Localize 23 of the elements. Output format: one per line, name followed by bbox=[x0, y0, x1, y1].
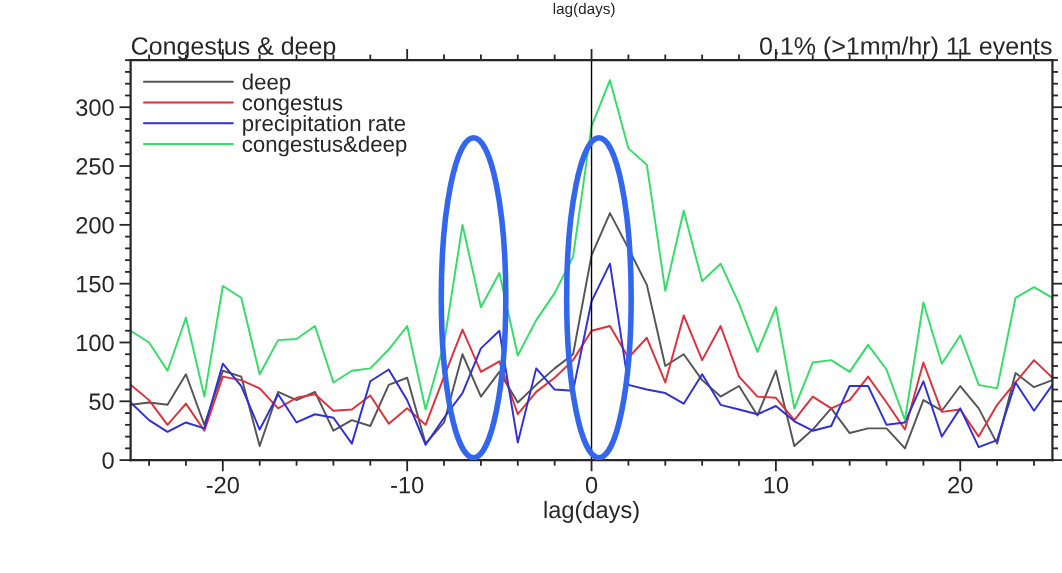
y-tick-label: 250 bbox=[76, 158, 114, 175]
legend-label: congestus bbox=[242, 95, 343, 115]
line-series bbox=[130, 212, 1053, 450]
line-series bbox=[130, 314, 1053, 438]
x-tick-label: -20 bbox=[206, 476, 239, 494]
y-tick-label: 100 bbox=[77, 334, 114, 352]
x-axis-title: lag(days) bbox=[544, 500, 639, 523]
y-tick-label: 300 bbox=[76, 99, 114, 117]
legend-label: precipitation rate bbox=[243, 114, 406, 136]
x-tick-label: 10 bbox=[764, 476, 789, 494]
text: lag(days) bbox=[553, 2, 615, 18]
chart-subtitle: 0.1% (>1mm/hr) 11 events bbox=[760, 36, 1052, 60]
x-tick-label: 20 bbox=[948, 476, 973, 494]
line-series bbox=[130, 262, 1053, 449]
x-tick-label: 0 bbox=[585, 476, 598, 494]
legend-label: congestus&deep bbox=[242, 135, 407, 157]
y-tick-label: 0 bbox=[102, 452, 114, 469]
legend-label: deep bbox=[242, 73, 291, 95]
y-tick-label: 200 bbox=[76, 216, 114, 234]
y-tick-label: 150 bbox=[77, 275, 114, 293]
x-tick-label: -10 bbox=[391, 476, 424, 494]
chart-title: Congestus & deep bbox=[131, 36, 336, 60]
y-tick-label: 50 bbox=[89, 393, 114, 411]
